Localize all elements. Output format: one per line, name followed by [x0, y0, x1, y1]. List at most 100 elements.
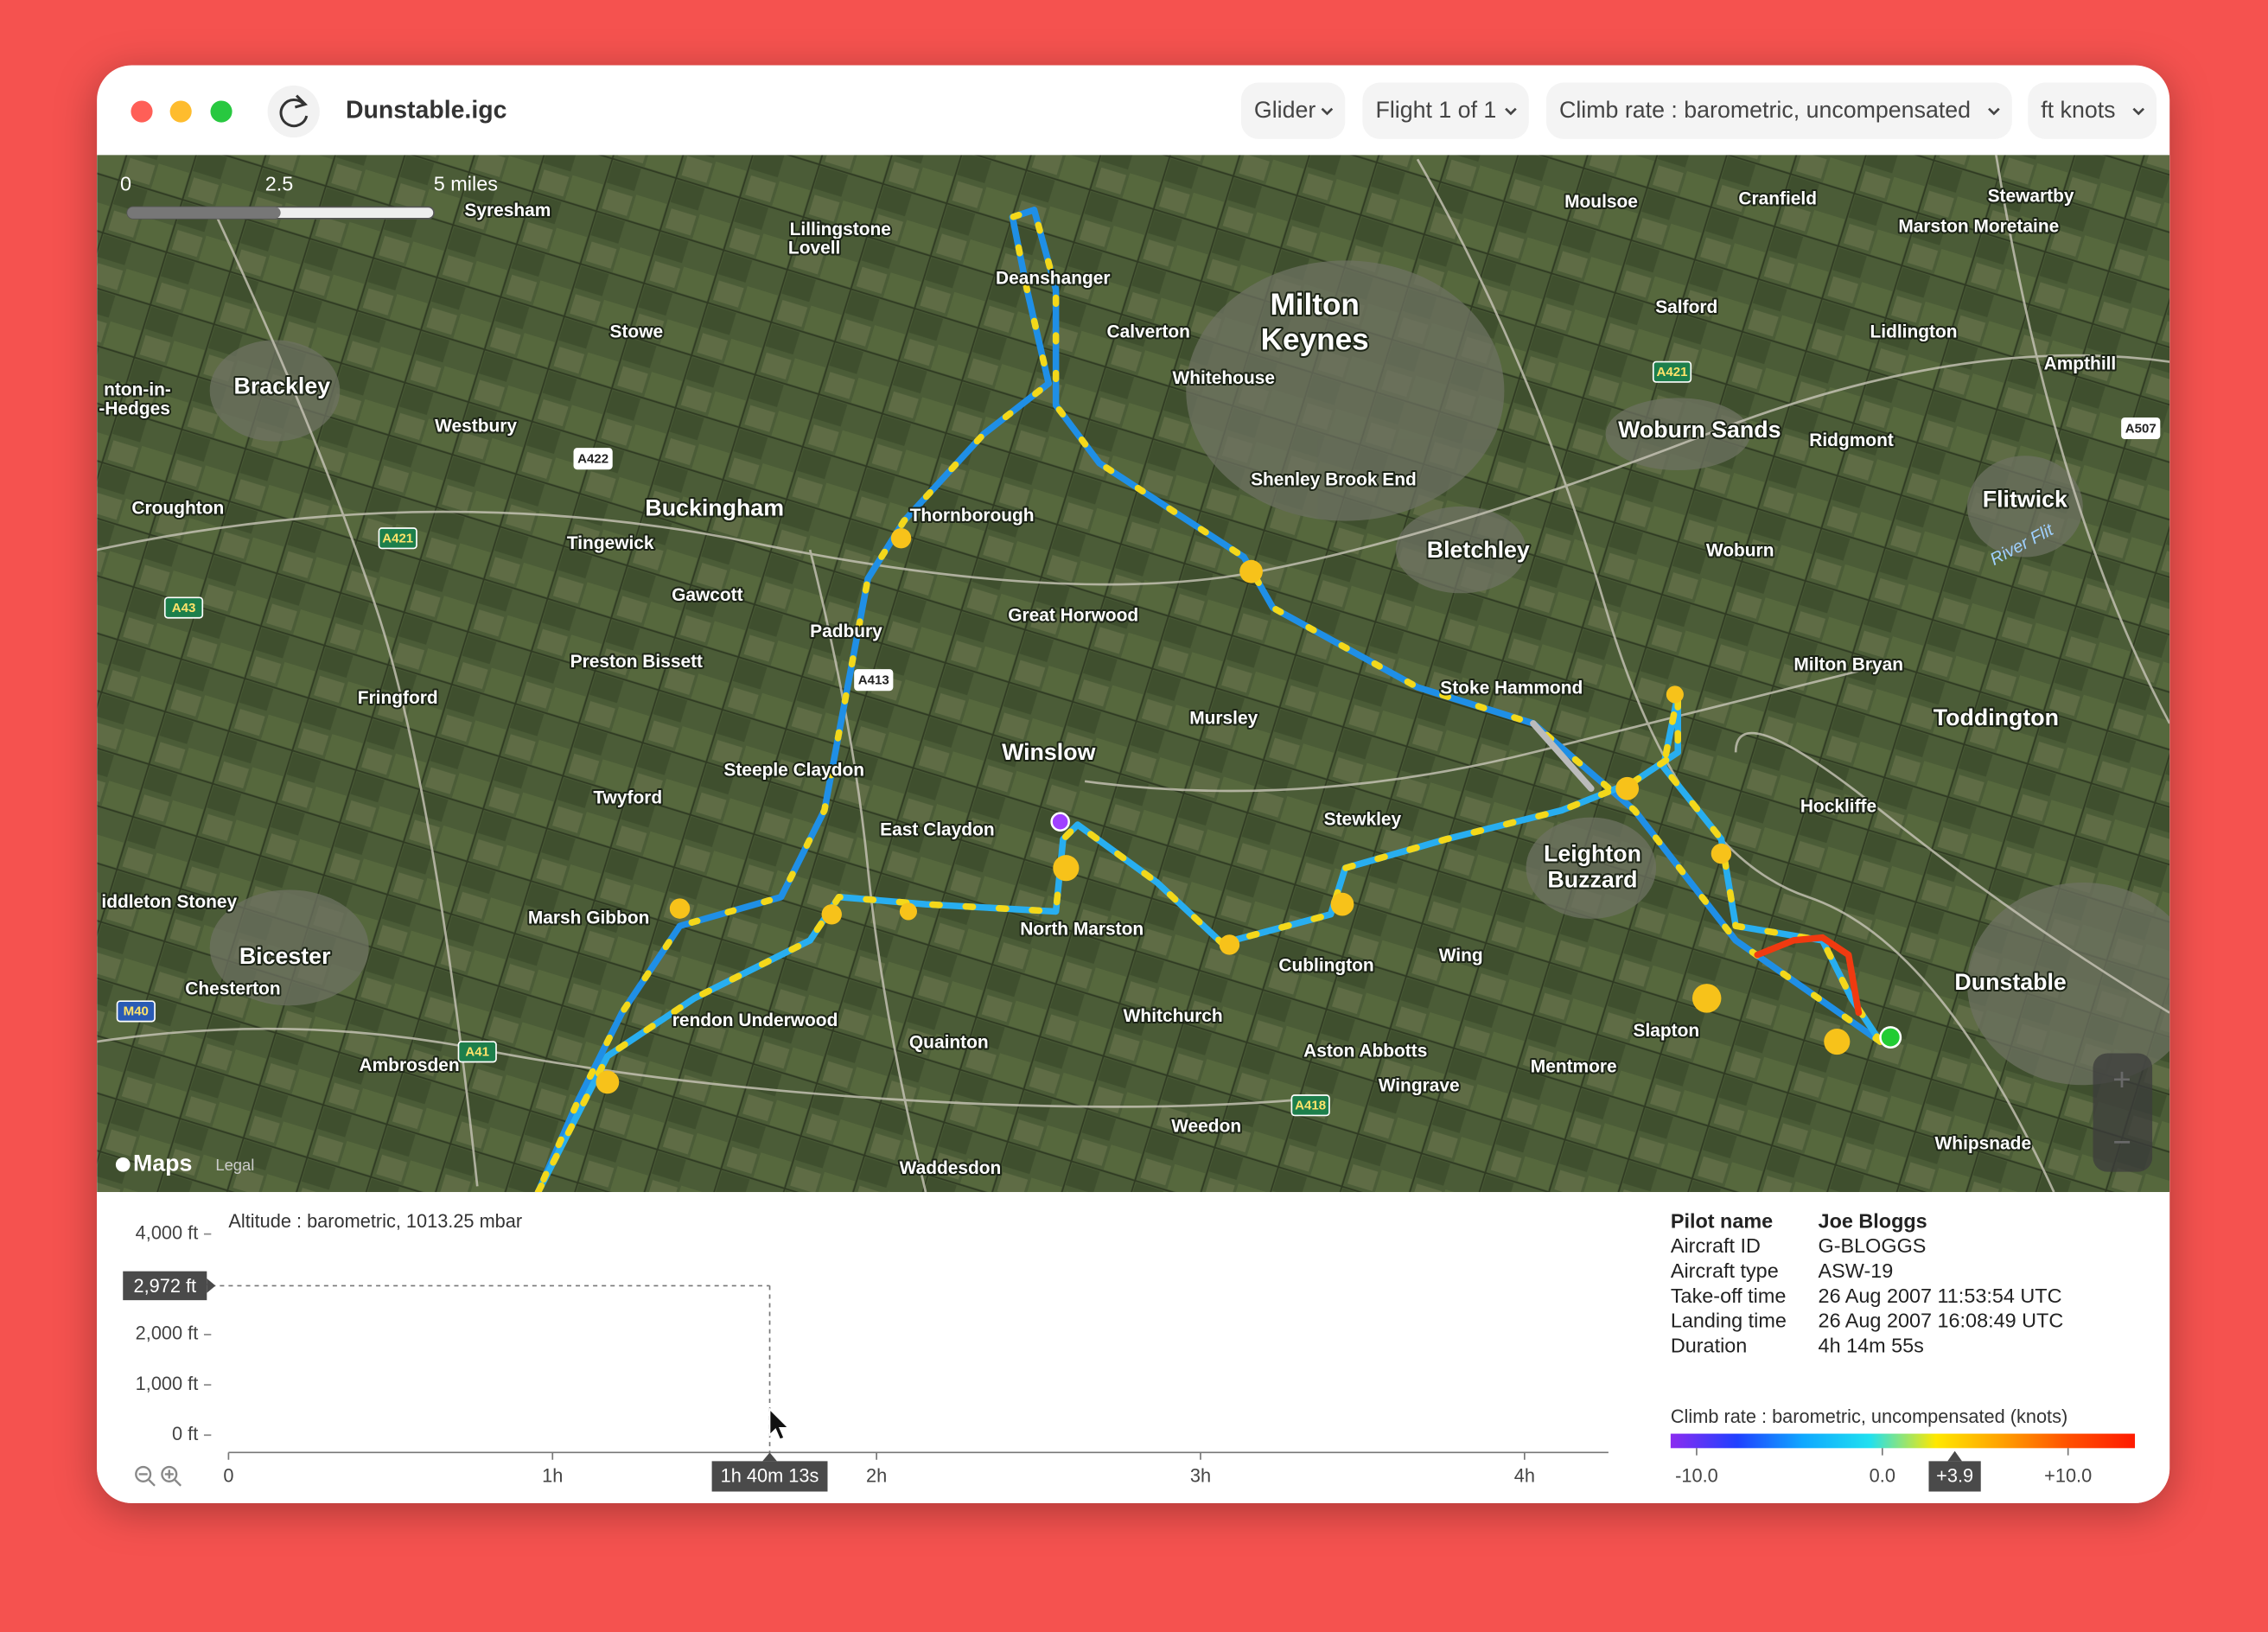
- menu-button-bg: [2028, 82, 2157, 139]
- road-shield: [1290, 1094, 1330, 1117]
- map-place: Marston Moretaine: [1898, 216, 2059, 236]
- zoom-button[interactable]: [210, 100, 233, 123]
- map-place: Woburn: [1706, 540, 1774, 560]
- map-place: Mentmore: [1531, 1057, 1617, 1077]
- map-place: Ampthill: [2044, 354, 2117, 373]
- map-background: [97, 155, 2170, 1193]
- map-zoom-controls: [2093, 1053, 2153, 1172]
- cursor-x-label: 1h 40m 13s: [721, 1465, 819, 1487]
- map-place: North Marston: [1020, 920, 1144, 940]
- info-value: G-BLOGGS: [1819, 1234, 1927, 1257]
- road-shield: [573, 448, 613, 470]
- info-value: 26 Aug 2007 16:08:49 UTC: [1819, 1310, 2064, 1332]
- cursor-x-badge-arrow: [762, 1452, 777, 1462]
- map-place: Steeple Claydon: [723, 761, 864, 781]
- road-shield: [854, 669, 894, 692]
- map-place: Tingewick: [567, 533, 654, 553]
- minimize-button[interactable]: [169, 100, 192, 123]
- menu-button[interactable]: Climb rate : barometric, uncompensated: [1545, 82, 2012, 139]
- info-value: 4h 14m 55s: [1819, 1334, 1924, 1356]
- x-tick-label: 2h: [866, 1465, 887, 1487]
- close-button[interactable]: [131, 100, 153, 123]
- cursor-y-badge-arrow: [207, 1278, 216, 1293]
- map-place: Ambrosden: [360, 1055, 460, 1075]
- map-place: East Claydon: [880, 819, 994, 839]
- map-place-major: Woburn Sands: [1618, 417, 1781, 443]
- bottom-panel: [97, 1192, 2170, 1503]
- y-tick-label: 1,000 ft: [136, 1373, 199, 1394]
- road-label: M40: [124, 1004, 149, 1019]
- menu-button[interactable]: ft knots: [2028, 82, 2157, 139]
- map-place: Chesterton: [185, 979, 280, 998]
- map-place: Whipsnade: [1935, 1133, 2032, 1153]
- menu-chevron: [1321, 107, 1334, 116]
- map-place: Calverton: [1107, 322, 1190, 342]
- map-place: Padbury: [810, 622, 882, 641]
- thermal-clusters: [596, 527, 1851, 1094]
- info-label: Duration: [1671, 1334, 1747, 1356]
- road-shield: [163, 596, 204, 619]
- map-place-major: Flitwick: [1983, 486, 2067, 512]
- menu-chevron: [2132, 107, 2145, 116]
- climb-rate-scale: Climb rate : barometric, uncompensated (…: [1670, 1406, 2136, 1492]
- road-label: A413: [858, 673, 889, 688]
- info-label: Pilot name: [1671, 1209, 1773, 1232]
- roads: [97, 155, 2170, 1193]
- map-attribution-logo: [115, 1157, 131, 1172]
- road-shield: [378, 527, 417, 550]
- chart-zoom-in[interactable]: [161, 1465, 182, 1487]
- road-shield: [116, 1000, 156, 1023]
- map-place-major: Toddington: [1934, 704, 2059, 730]
- map-place: Weedon: [1171, 1116, 1241, 1136]
- map-place: Syresham: [464, 201, 551, 220]
- map-place: Stowe: [610, 322, 664, 342]
- map-place: Cublington: [1278, 956, 1373, 976]
- info-value: Joe Bloggs: [1819, 1209, 1927, 1232]
- map-place-major: Winslow: [1002, 739, 1095, 765]
- road-label: A418: [1295, 1099, 1326, 1113]
- map-scale-label: 5 miles: [434, 173, 498, 195]
- map-place-major: Buckingham: [645, 494, 784, 520]
- map-place: iddleton Stoney: [101, 892, 237, 912]
- scale-tick-label: 0.0: [1870, 1465, 1895, 1487]
- map-place: Preston Bissett: [570, 652, 703, 672]
- y-tick-label: 0 ft: [172, 1423, 198, 1444]
- menu-chevron: [1505, 107, 1517, 116]
- track-end-marker: [1050, 812, 1070, 832]
- map-place: Cranfield: [1738, 189, 1817, 209]
- map-place: Wingrave: [1379, 1075, 1460, 1095]
- map-place: Ridgmont: [1809, 430, 1894, 450]
- y-tick-label: 4,000 ft: [136, 1221, 199, 1243]
- menu-button[interactable]: Flight 1 of 1: [1362, 82, 1529, 139]
- map-place: Moulsoe: [1564, 192, 1638, 212]
- scale-bar: [1670, 1433, 2136, 1449]
- map-scale-label: 0: [120, 173, 131, 195]
- scale-tick-label: -10.0: [1675, 1465, 1718, 1487]
- map-place: Stewkley: [1324, 810, 1402, 830]
- map-place: Wing: [1439, 946, 1483, 966]
- chart-zoom-out[interactable]: [135, 1465, 156, 1487]
- map-place: Lillingstone: [790, 220, 891, 239]
- menu-button[interactable]: Glider: [1240, 82, 1346, 139]
- map-place: Great Horwood: [1008, 606, 1138, 626]
- map-legal[interactable]: Legal: [215, 1156, 254, 1174]
- map-place: Milton Bryan: [1793, 654, 1903, 674]
- x-tick-label: 4h: [1514, 1465, 1535, 1487]
- map-place: Hockliffe: [1800, 796, 1876, 816]
- map-place: Marsh Gibbon: [528, 908, 650, 928]
- map-place: Quainton: [909, 1032, 989, 1052]
- road-shield: [457, 1041, 497, 1063]
- info-label: Aircraft ID: [1671, 1234, 1761, 1257]
- reload-button[interactable]: [267, 85, 320, 138]
- x-tick-label: 3h: [1190, 1465, 1211, 1487]
- scale-title: Climb rate : barometric, uncompensated (…: [1671, 1406, 2067, 1427]
- road-label: A422: [577, 451, 608, 466]
- chart-zoom-buttons: [135, 1465, 182, 1487]
- map-place: Stewartby: [1988, 186, 2074, 206]
- map-place: Shenley Brook End: [1251, 469, 1417, 489]
